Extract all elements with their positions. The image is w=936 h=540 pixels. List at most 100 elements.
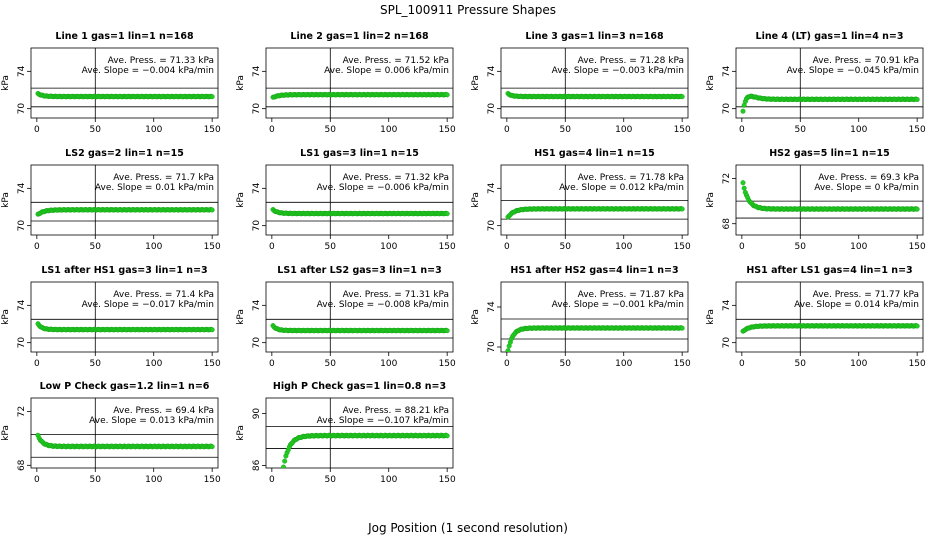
panel-13: Low P Check gas=1.2 lin=1 n=6 0 50 100 150 68…: [1, 381, 221, 485]
panel-title: Line 1 gas=1 lin=1 n=168: [55, 31, 194, 42]
avg-pressure-annotation: Ave. Press. = 71.87 kPa: [578, 290, 684, 300]
y-tick-label: 74: [17, 65, 27, 77]
panel-1: Line 1 gas=1 lin=1 n=168 0 50 100 150 70 74 kPa…: [1, 31, 221, 135]
data-points: [35, 207, 215, 217]
panel-8: HS2 gas=5 lin=1 n=150 50 100 1506872kPaAve.…: [706, 148, 926, 252]
avg-slope-annotation: Ave. Slope = 0.013 kPa/min: [89, 416, 214, 426]
panel-frame: [735, 164, 924, 236]
avg-pressure-annotation: Ave. Press. = 71.7 kPa: [113, 173, 214, 183]
slope-label: Ave. Slope =: [317, 416, 377, 426]
y-tick-label: 70: [252, 220, 262, 232]
data-points: [270, 323, 450, 334]
x-tick-label: 0: [269, 125, 275, 135]
y-tick-label: 70: [487, 341, 497, 353]
panel-frame: [265, 397, 454, 469]
data-points: [505, 206, 685, 220]
slope-value: 0.006: [385, 66, 411, 76]
x-tick-label: 50: [325, 475, 337, 485]
data-point: [444, 211, 450, 217]
panel-2: Line 2 gas=1 lin=2 n=168 0 50 100 150 70 74 kPa…: [236, 31, 456, 135]
y-axis-label: kPa: [706, 192, 716, 208]
avg-unit: kPa: [195, 173, 214, 183]
y-tick-label: 70: [487, 103, 497, 115]
avg-pressure-annotation: Ave. Press. = 69.4 kPa: [113, 406, 214, 416]
avg-slope-annotation: Ave. Slope = 0.012 kPa/min: [559, 183, 684, 193]
avg-slope-annotation: Ave. Slope = −0.045 kPa/min: [787, 66, 919, 76]
avg-value: 69.3: [880, 173, 900, 183]
panel-title: LS1 after LS2 gas=3 lin=1 n=3: [277, 265, 441, 276]
avg-pressure-annotation: Ave. Press. = 71.28 kPa: [578, 56, 684, 66]
y-tick-label: 74: [252, 65, 262, 77]
slope-unit: kPa/min: [175, 300, 214, 310]
panel-title: Line 3 gas=1 lin=3 n=168: [525, 31, 664, 42]
panels-grid: Line 1 gas=1 lin=1 n=168 0 50 100 150 70 74 kPa…: [1, 31, 926, 485]
data-points: [270, 91, 450, 100]
x-tick-label: 150: [204, 125, 221, 135]
slope-value: 0.01: [155, 183, 175, 193]
x-tick-label: 50: [325, 125, 337, 135]
x-tick-label: 50: [560, 242, 572, 252]
avg-value: 71.52: [405, 56, 431, 66]
avg-label: Ave. Press. =: [818, 173, 880, 183]
x-tick-label: 0: [34, 475, 40, 485]
avg-slope-annotation: Ave. Slope = 0.006 kPa/min: [324, 66, 449, 76]
panel-3: Line 3 gas=1 lin=3 n=168 0 50 100 150 70 74 kPa…: [471, 31, 691, 135]
x-tick-label: 50: [560, 125, 572, 135]
panel-frame: [500, 164, 689, 236]
data-point: [740, 108, 746, 114]
x-tick-label: 100: [850, 359, 867, 369]
y-tick-label: 74: [252, 299, 262, 311]
avg-label: Ave. Press. =: [343, 406, 405, 416]
panel-frame: [265, 281, 454, 353]
y-axis-label: kPa: [471, 75, 481, 91]
data-point: [741, 185, 747, 191]
x-tick-label: 0: [739, 125, 745, 135]
slope-label: Ave. Slope =: [317, 183, 377, 193]
slope-label: Ave. Slope =: [82, 66, 142, 76]
data-point: [914, 96, 920, 102]
slope-unit: kPa/min: [880, 66, 919, 76]
avg-unit: kPa: [195, 406, 214, 416]
panel-frame: [265, 164, 454, 236]
data-point: [444, 433, 450, 439]
x-tick-label: 100: [850, 125, 867, 135]
avg-value: 71.33: [170, 56, 196, 66]
avg-unit: kPa: [665, 173, 684, 183]
x-tick-label: 150: [439, 359, 456, 369]
y-tick-label: 70: [487, 220, 497, 232]
y-tick-label: 70: [17, 103, 27, 115]
y-axis-label: kPa: [1, 309, 11, 325]
avg-pressure-annotation: Ave. Press. = 71.33 kPa: [108, 56, 214, 66]
data-point: [282, 458, 288, 464]
x-tick-label: 150: [204, 359, 221, 369]
y-axis-label: kPa: [1, 425, 11, 441]
avg-slope-annotation: Ave. Slope = 0.014 kPa/min: [794, 300, 919, 310]
y-tick-label: 74: [17, 299, 27, 311]
data-point: [914, 206, 920, 212]
x-tick-label: 150: [674, 242, 691, 252]
y-tick-label: 74: [252, 182, 262, 194]
panel-9: LS1 after HS1 gas=3 lin=1 n=3 0 50 100 150 70…: [1, 265, 221, 369]
x-tick-label: 100: [145, 475, 162, 485]
data-points: [281, 432, 450, 468]
data-points: [35, 321, 215, 333]
data-point: [679, 325, 685, 331]
avg-label: Ave. Press. =: [343, 290, 405, 300]
data-point: [740, 180, 746, 186]
y-tick-label: 72: [17, 406, 27, 417]
x-tick-label: 50: [325, 359, 337, 369]
avg-pressure-annotation: Ave. Press. = 88.21 kPa: [343, 406, 449, 416]
panel-frame: [500, 47, 689, 119]
y-axis-label: kPa: [1, 75, 11, 91]
data-point: [209, 327, 215, 333]
y-axis-label: kPa: [236, 425, 246, 441]
panel-title: Line 2 gas=1 lin=2 n=168: [290, 31, 429, 42]
slope-label: Ave. Slope =: [95, 183, 155, 193]
y-tick-label: 70: [722, 337, 732, 349]
avg-label: Ave. Press. =: [113, 173, 175, 183]
y-axis-label: kPa: [706, 309, 716, 325]
y-tick-label: 70: [722, 103, 732, 115]
x-tick-label: 100: [380, 475, 397, 485]
data-point: [444, 328, 450, 334]
